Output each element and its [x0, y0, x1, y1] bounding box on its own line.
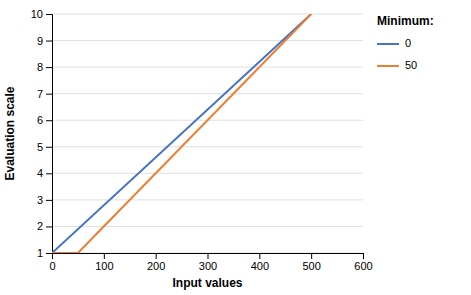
grid: [52, 14, 363, 253]
tick-mark: [104, 253, 105, 259]
grid-line: [52, 146, 363, 147]
tick-label: 100: [95, 260, 113, 272]
tick: 600: [354, 253, 372, 272]
tick-mark: [46, 14, 52, 15]
tick-label: 0: [49, 260, 55, 272]
legend-title: Minimum:: [377, 14, 434, 28]
legend-item: 50: [377, 59, 417, 71]
tick-label: 4: [37, 167, 43, 179]
tick: 0: [49, 253, 55, 272]
tick-label: 9: [37, 35, 43, 47]
tick: 2: [37, 220, 52, 232]
tick-label: 500: [302, 260, 320, 272]
tick-mark: [46, 173, 52, 174]
lines: [52, 14, 311, 253]
plot: 0 100 200 300 400 500 600 1 2 3 4 5 6 7 8 9 10: [31, 8, 373, 272]
grid-line: [52, 14, 363, 15]
tick-mark: [46, 94, 52, 95]
tick-label: 2: [37, 220, 43, 232]
tick-mark: [46, 226, 52, 227]
tick-label: 3: [37, 194, 43, 206]
legend-swatch: [377, 65, 399, 67]
tick-label: 5: [37, 141, 43, 153]
grid-line: [52, 226, 363, 227]
tick-mark: [46, 120, 52, 121]
tick-mark: [311, 253, 312, 259]
grid-line: [52, 40, 363, 41]
tick: 300: [199, 253, 217, 272]
tick-label: 200: [147, 260, 165, 272]
line: [52, 14, 311, 253]
chart: 010020030040050060012345678910Input valu…: [0, 0, 471, 295]
tick: 5: [37, 141, 52, 153]
y-axis: 1 2 3 4 5 6 7 8 9 10: [31, 8, 53, 259]
tick-mark: [363, 253, 364, 259]
y-axis-title: Evaluation scale: [3, 86, 17, 180]
tick-mark: [208, 253, 209, 259]
tick-label: 600: [354, 260, 372, 272]
tick-label: 400: [251, 260, 269, 272]
legend: Minimum: 0 50: [377, 14, 434, 71]
grid-line: [52, 173, 363, 174]
tick: 4: [37, 167, 52, 179]
x-axis: 0 100 200 300 400 500 600: [49, 253, 372, 272]
grid-line: [52, 199, 363, 200]
legend-swatch: [377, 43, 399, 45]
tick-mark: [46, 200, 52, 201]
tick: 9: [37, 35, 52, 47]
tick-label: 10: [31, 8, 43, 20]
axis-line: [46, 15, 53, 254]
tick-mark: [46, 67, 52, 68]
axis-line: [53, 254, 364, 260]
tick: 3: [37, 194, 52, 206]
line: [52, 14, 311, 253]
tick: 1: [37, 247, 52, 259]
grid-line: [52, 93, 363, 94]
tick: 8: [37, 61, 52, 73]
tick: 500: [302, 253, 320, 272]
tick-mark: [46, 253, 52, 254]
tick-mark: [46, 41, 52, 42]
tick: 7: [37, 88, 52, 100]
tick: 200: [147, 253, 165, 272]
tick: 400: [251, 253, 269, 272]
tick-label: 7: [37, 88, 43, 100]
x-axis-title: Input values: [172, 276, 242, 290]
tick: 6: [37, 114, 52, 126]
legend-item: 0: [377, 37, 411, 49]
tick-label: 1: [37, 247, 43, 259]
tick-mark: [259, 253, 260, 259]
legend-label: 50: [405, 59, 417, 71]
legend-label: 0: [405, 37, 411, 49]
tick-mark: [156, 253, 157, 259]
tick-label: 8: [37, 61, 43, 73]
grid-line: [52, 67, 363, 68]
tick-label: 6: [37, 114, 43, 126]
tick-mark: [46, 147, 52, 148]
tick: 100: [95, 253, 113, 272]
tick: 10: [31, 8, 52, 20]
tick-label: 300: [199, 260, 217, 272]
